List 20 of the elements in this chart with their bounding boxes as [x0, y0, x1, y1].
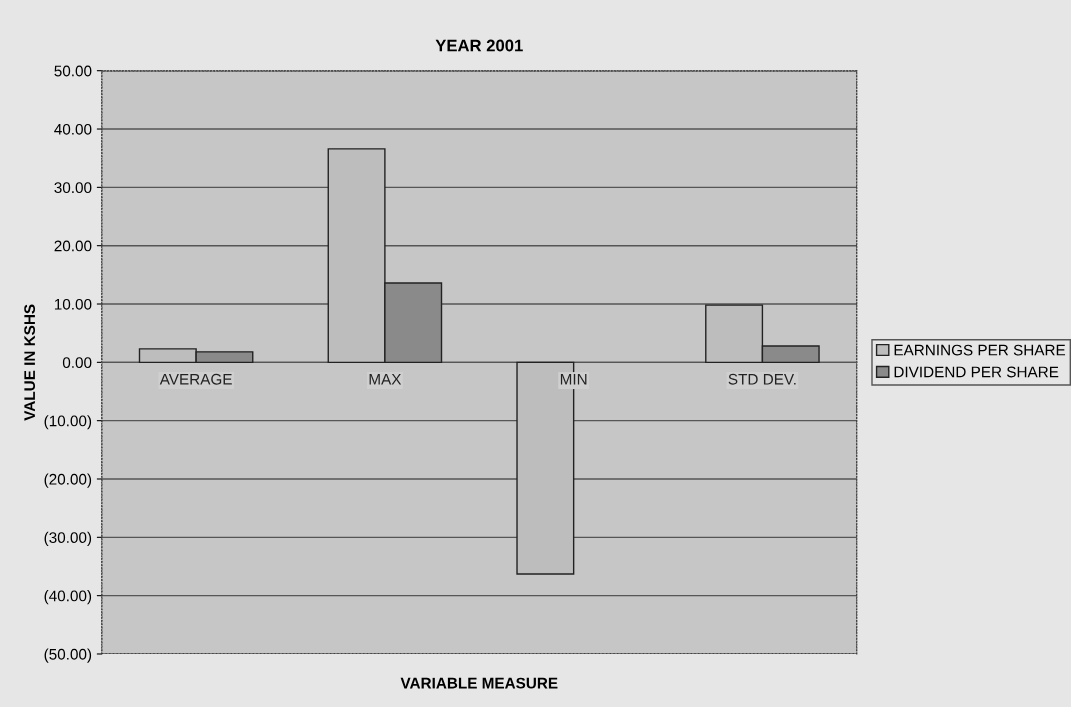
- y-tick-label: (50.00): [44, 648, 92, 663]
- y-tick-label: 0.00: [62, 357, 92, 369]
- x-tick-label: MAX: [369, 374, 402, 385]
- x-tick-label: AVERAGE: [159, 373, 232, 385]
- x-tick-label: STD DEV.: [728, 373, 796, 385]
- y-tick-label: 50.00: [54, 65, 92, 77]
- legend-label: DIVIDEND PER SHARE: [894, 366, 1059, 378]
- y-tick-label: (10.00): [44, 415, 92, 430]
- legend-label: EARNINGS PER SHARE: [894, 344, 1066, 356]
- y-tick-label: (40.00): [44, 590, 92, 605]
- y-tick-label: (30.00): [44, 531, 92, 547]
- chart-title: YEAR 2001: [435, 39, 523, 52]
- x-axis-title: VARIABLE MEASURE: [400, 677, 558, 689]
- y-tick-label: 20.00: [54, 240, 92, 252]
- x-tick-label: MIN: [560, 374, 587, 385]
- y-tick-label: 10.00: [54, 298, 92, 310]
- y-tick-label: (20.00): [44, 473, 92, 488]
- y-tick-label: 30.00: [54, 182, 92, 194]
- y-axis-title: VALUE IN KSHS: [24, 304, 36, 421]
- y-tick-label: 40.00: [54, 123, 92, 135]
